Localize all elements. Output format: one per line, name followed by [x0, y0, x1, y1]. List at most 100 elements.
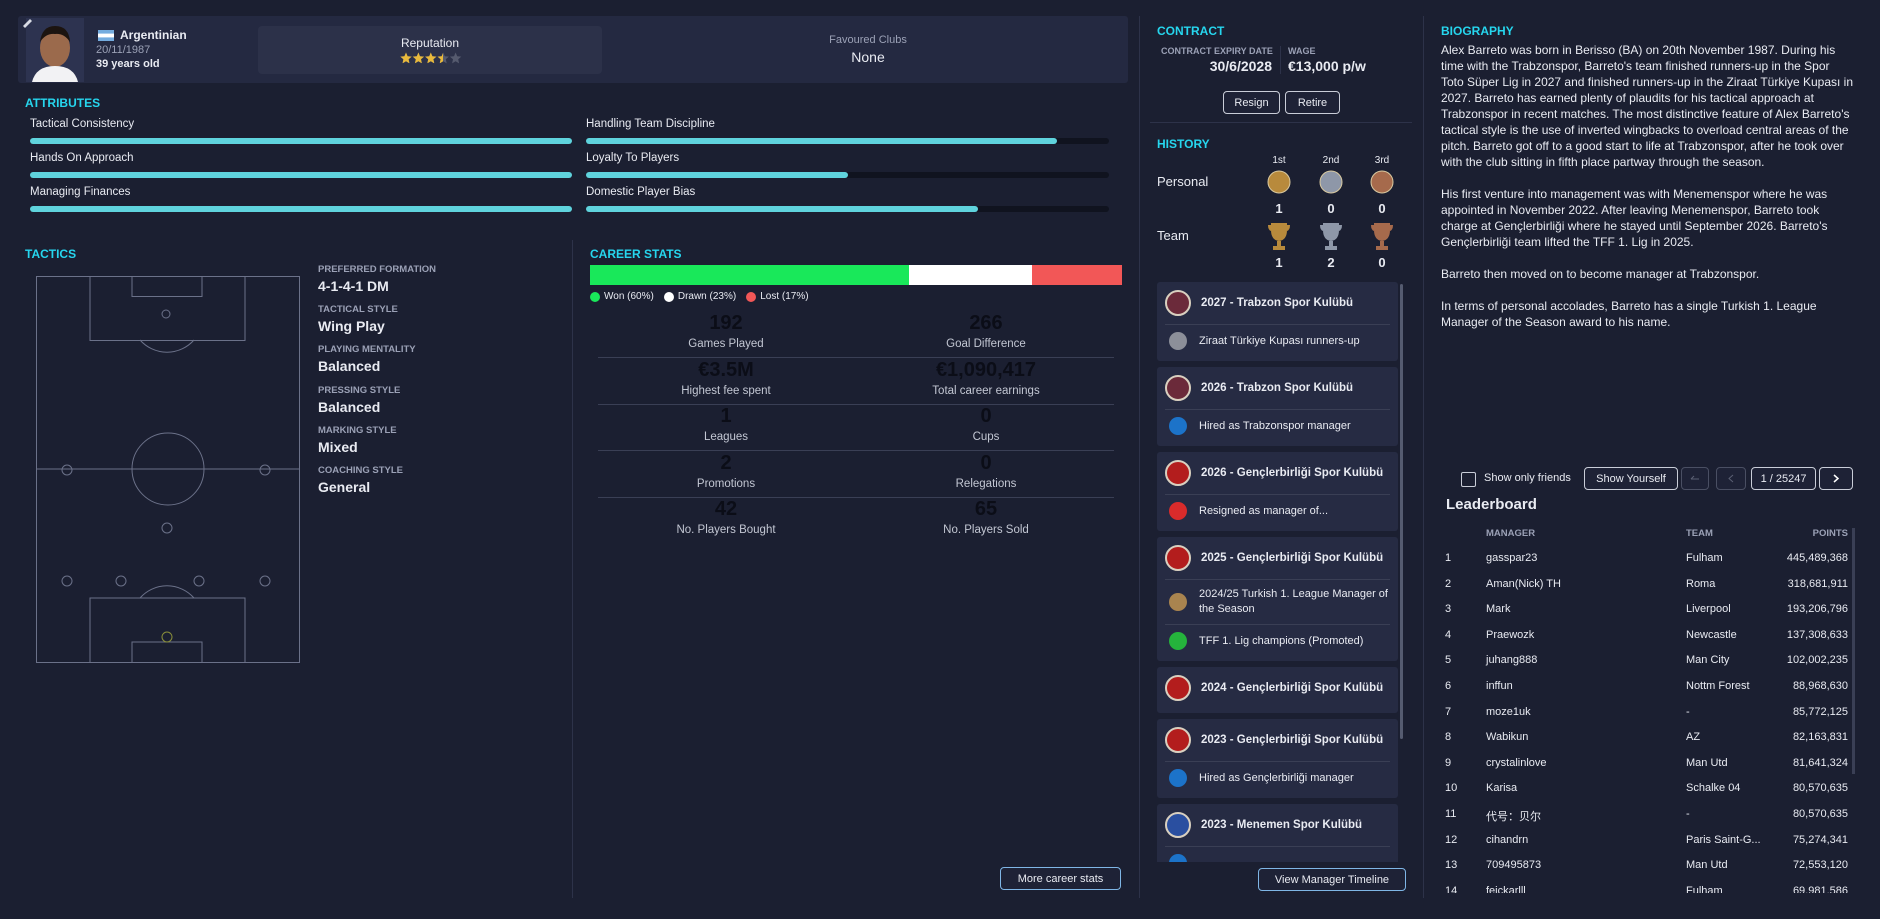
rank: 13: [1445, 859, 1458, 872]
leaderboard-row: 4 Praewozk Newcastle 137,308,633: [1441, 626, 1851, 646]
club-name: 2024 - Gençlerbirliği Spor Kulübü: [1201, 682, 1384, 694]
attribute-track: [586, 172, 1109, 178]
legend-label: Won (60%): [604, 291, 654, 302]
manager: Aman(Nick) TH: [1486, 577, 1561, 590]
edit-icon[interactable]: [21, 16, 33, 28]
tactic-value: Mixed: [318, 438, 358, 455]
points: 85,772,125: [1792, 705, 1848, 718]
attribute-track: [30, 172, 572, 178]
results-bar: [590, 265, 1122, 285]
timeline-event: TFF 1. Lig champions (Promoted): [1165, 624, 1390, 657]
trophy: [1371, 223, 1393, 250]
event-text: Resigned as manager of...: [1199, 504, 1329, 517]
club-crest: [1165, 460, 1191, 486]
rank: 8: [1445, 731, 1452, 744]
expiry: 30/6/2028: [1209, 58, 1272, 74]
leaderboard-column: MANAGER: [1486, 528, 1536, 539]
stat-value: 0: [980, 405, 992, 427]
stat-label: No. Players Bought: [676, 524, 776, 536]
legend-item: Drawn (23%): [663, 291, 736, 302]
trophy-icon: [1268, 223, 1290, 250]
legend-dot: [590, 291, 600, 302]
event-icon: [1169, 593, 1187, 611]
leaderboard-scrollbar[interactable]: [1852, 528, 1855, 774]
show-yourself-button[interactable]: Show Yourself: [1584, 467, 1678, 490]
prev-button[interactable]: [1716, 467, 1746, 490]
history-count: 1: [1275, 201, 1283, 216]
timeline-header: 2023 - Menemen Spor Kulübü: [1157, 804, 1398, 846]
timeline-entry: 2023 - Menemen Spor Kulübü: [1157, 804, 1398, 862]
star: [449, 52, 462, 64]
tactic-label: COACHING STYLE: [318, 465, 403, 476]
team: Paris Saint-G...: [1686, 833, 1761, 846]
timeline-entry: 2025 - Gençlerbirliği Spor Kulübü 2024/25…: [1157, 537, 1398, 661]
points: 318,681,911: [1787, 577, 1848, 590]
next-button[interactable]: [1819, 467, 1853, 490]
timeline-event: Resigned as manager of...: [1165, 494, 1390, 527]
attribute-name: Hands On Approach: [30, 152, 134, 164]
club-name: 2026 - Trabzon Spor Kulübü: [1201, 382, 1354, 394]
separator: [598, 357, 1114, 358]
leaderboard-row: 1 gasspar23 Fulham 445,489,368: [1441, 549, 1851, 569]
history-column: 3rd: [1374, 155, 1390, 166]
divider: [1280, 46, 1281, 74]
event-text: Hired as Gençlerbirliği manager: [1199, 771, 1354, 784]
nationality: Argentinian: [120, 28, 187, 42]
leaderboard-row: 8 Wabikun AZ 82,163,831: [1441, 728, 1851, 748]
rank: 6: [1445, 680, 1452, 692]
legend-item: Lost (17%): [746, 291, 809, 302]
page-indicator: 1 / 25247: [1751, 467, 1816, 490]
rank: 7: [1445, 705, 1452, 718]
event-icon: [1169, 502, 1187, 520]
team: Newcastle: [1686, 628, 1737, 641]
stat-value: 42: [714, 498, 738, 520]
medal: [1267, 170, 1291, 194]
stat-label: Highest fee spent: [681, 384, 771, 397]
divider: [1423, 16, 1424, 898]
attribute-bar: [30, 138, 572, 144]
timeline-header: 2025 - Gençlerbirliği Spor Kulübü: [1157, 537, 1398, 579]
scrollbar[interactable]: [1400, 284, 1403, 739]
event-icon: [1169, 854, 1187, 862]
stat-value: 192: [709, 312, 743, 334]
rank: 1: [1445, 552, 1452, 564]
prev-icon: [1728, 474, 1734, 483]
rank: 14: [1445, 884, 1458, 893]
team: Nottm Forest: [1686, 680, 1750, 692]
results-legend: Won (60%) Drawn (23%) Lost (17%): [590, 291, 809, 302]
more-career-stats-button[interactable]: More career stats: [1000, 867, 1121, 890]
timeline: 2027 - Trabzon Spor Kulübü Ziraat Türkiye…: [1157, 282, 1398, 862]
club-name: 2023 - Gençlerbirliği Spor Kulübü: [1201, 734, 1384, 746]
event-icon: [1169, 332, 1187, 350]
club-name: 2027 - Trabzon Spor Kulübü: [1201, 297, 1354, 309]
stat-value: 1: [720, 405, 732, 427]
star: [425, 52, 437, 63]
event-text: Hired as Trabzonspor manager: [1199, 419, 1351, 432]
tactic-label: PREFERRED FORMATION: [318, 264, 437, 275]
view-timeline-button[interactable]: View Manager Timeline: [1258, 868, 1406, 891]
history-row-label: Personal: [1157, 174, 1209, 189]
medal: [1319, 170, 1343, 194]
club-crest: [1165, 545, 1191, 571]
undo-button[interactable]: [1681, 467, 1709, 490]
history-title: HISTORY: [1157, 137, 1210, 151]
trophy: [1320, 223, 1342, 250]
manager: 709495873: [1486, 859, 1542, 872]
flag: [98, 30, 114, 41]
timeline-header: 2026 - Gençlerbirliği Spor Kulübü: [1157, 452, 1398, 494]
event-icon: [1169, 632, 1187, 650]
stat-label: Games Played: [688, 338, 764, 350]
divider: [572, 240, 573, 898]
tactic-value: Balanced: [318, 398, 381, 415]
event-icon: [1169, 417, 1187, 435]
points: 82,163,831: [1792, 731, 1848, 744]
contract-button[interactable]: Resign: [1223, 91, 1280, 114]
attribute-name: Loyalty To Players: [586, 152, 680, 164]
friends-checkbox[interactable]: [1461, 472, 1476, 487]
contract-button[interactable]: Retire: [1285, 91, 1340, 114]
rank: 2: [1445, 577, 1452, 590]
team: Fulham: [1686, 552, 1723, 564]
timeline-header: 2023 - Gençlerbirliği Spor Kulübü: [1157, 719, 1398, 761]
biography-title: BIOGRAPHY: [1441, 24, 1514, 38]
